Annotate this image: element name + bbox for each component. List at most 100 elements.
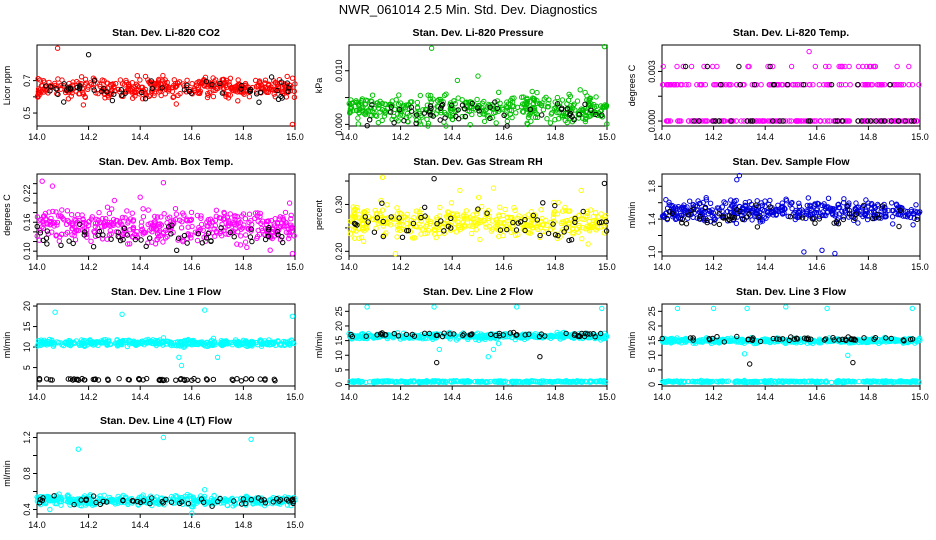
data-point (235, 98, 241, 104)
data-point (723, 82, 729, 88)
data-point (91, 78, 98, 84)
data-point (784, 82, 791, 88)
x-tick-label: 14.6 (183, 262, 201, 272)
data-point (453, 113, 459, 120)
x-tick-label: 14.6 (495, 392, 513, 402)
data-point (660, 82, 666, 88)
y-axis-label: percent (314, 199, 324, 230)
x-tick-label: 14.2 (392, 262, 410, 272)
data-point (34, 223, 40, 230)
data-point (125, 218, 132, 224)
data-point (539, 112, 545, 118)
data-point (428, 105, 434, 112)
x-tick-label: 14.0 (653, 392, 671, 402)
data-point (346, 100, 352, 107)
data-point (544, 104, 551, 110)
data-point (697, 82, 703, 88)
data-point (152, 241, 159, 247)
data-point (910, 222, 916, 228)
data-point (583, 115, 589, 122)
data-point (69, 212, 75, 218)
data-point (539, 100, 545, 106)
data-point (98, 88, 105, 94)
data-point (395, 101, 402, 108)
data-point (373, 113, 380, 119)
data-point (726, 213, 732, 219)
x-tick-label: 15.0 (911, 392, 929, 402)
data-point (376, 211, 383, 217)
data-point (475, 206, 481, 212)
data-point (442, 115, 448, 121)
data-point (697, 213, 703, 220)
data-point (704, 217, 710, 224)
data-point (827, 118, 833, 124)
data-point (154, 214, 161, 220)
data-point (892, 210, 898, 217)
data-point (68, 86, 74, 92)
data-point (563, 223, 569, 229)
data-point (247, 234, 254, 240)
data-point (424, 102, 431, 108)
data-point (913, 202, 919, 208)
data-point (538, 207, 544, 213)
panel-title: Stan. Dev. Line 2 Flow (423, 286, 534, 298)
data-point (431, 176, 437, 182)
x-tick-label: 14.4 (131, 392, 149, 402)
y-tick-label: 15 (647, 336, 657, 346)
x-tick-label: 14.8 (235, 392, 253, 402)
x-tick-label: 14.0 (340, 262, 358, 272)
data-point (441, 228, 447, 234)
data-point (781, 210, 787, 216)
data-point (269, 235, 275, 242)
data-point (369, 98, 375, 105)
data-point (204, 94, 211, 101)
data-point (154, 231, 161, 237)
data-point (770, 63, 776, 70)
data-point (759, 202, 765, 209)
data-point (59, 214, 65, 220)
panel-title: Stan. Dev. Li-820 CO2 (112, 27, 220, 39)
data-point (241, 222, 247, 228)
data-point (547, 120, 554, 126)
data-point (498, 220, 504, 226)
data-point (181, 87, 188, 93)
data-point (159, 85, 165, 91)
data-point (142, 86, 149, 93)
data-point (240, 211, 247, 217)
data-point (736, 63, 742, 70)
data-point (418, 218, 425, 224)
data-point (825, 118, 831, 124)
data-point (203, 235, 210, 241)
data-point (106, 210, 113, 217)
y-tick-label: 0.000 (334, 113, 344, 136)
data-point (136, 376, 142, 382)
data-point (401, 118, 407, 124)
data-point (254, 213, 260, 219)
data-point (385, 220, 391, 227)
data-point (502, 206, 508, 213)
data-point (372, 215, 378, 221)
data-point (284, 73, 290, 80)
data-point (413, 208, 419, 214)
data-point (188, 235, 194, 241)
x-tick-label: 14.0 (340, 132, 358, 142)
data-point (184, 77, 190, 84)
data-point (354, 204, 360, 211)
data-point (701, 63, 707, 70)
data-point (249, 238, 255, 245)
data-point (787, 214, 794, 220)
data-point (872, 63, 878, 70)
data-point (221, 341, 228, 348)
data-point (145, 221, 151, 228)
data-point (767, 204, 773, 210)
data-point (517, 219, 524, 225)
data-point (737, 82, 743, 88)
data-point (243, 376, 249, 382)
data-point (469, 100, 475, 107)
data-point (168, 231, 174, 237)
data-point (227, 229, 234, 236)
data-point (427, 112, 434, 118)
data-point (434, 359, 440, 366)
data-point (671, 82, 678, 88)
